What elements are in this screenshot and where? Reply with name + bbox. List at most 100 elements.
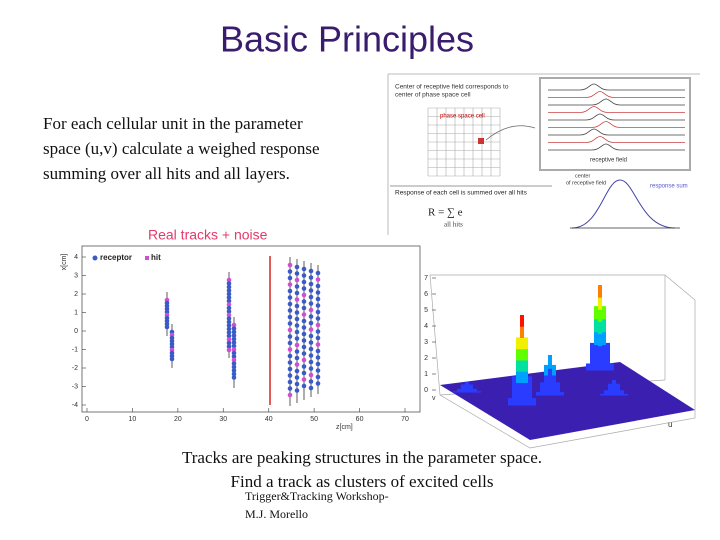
- x-tick-label: 50: [310, 416, 318, 423]
- bar: [604, 390, 608, 396]
- receptor: [315, 277, 321, 282]
- x-label: z[cm]: [336, 424, 353, 431]
- bar: [524, 337, 528, 350]
- receptor: [301, 351, 307, 356]
- receptor: [231, 322, 237, 328]
- receptor: [231, 340, 237, 345]
- bar: [520, 393, 524, 406]
- bar: [473, 388, 477, 393]
- receptor: [287, 327, 293, 333]
- x-tick-label: 20: [174, 416, 182, 423]
- receptor: [315, 348, 321, 354]
- receptor: [226, 302, 232, 307]
- receptor: [287, 308, 293, 313]
- receptor: [308, 372, 314, 378]
- receptor: [231, 333, 237, 338]
- peaks: [453, 285, 628, 406]
- bar: [453, 391, 457, 393]
- receptor: [294, 336, 300, 341]
- receptor: [294, 375, 300, 380]
- title: Basic Principles: [220, 19, 474, 60]
- x-tick-label: 10: [129, 416, 137, 423]
- bar: [594, 331, 598, 345]
- y-tick-label: -1: [72, 346, 78, 353]
- receptor: [287, 301, 293, 307]
- receptor: [231, 361, 237, 366]
- receptor: [231, 375, 237, 380]
- plot-3d: 0 1 2 3 4 5 6 7 u v: [424, 274, 696, 449]
- label: response sum: [650, 184, 688, 190]
- footer-line: Trigger&Tracking Workshop-: [245, 489, 389, 503]
- bar: [524, 348, 528, 361]
- receptor: [308, 359, 314, 365]
- bar: [556, 382, 560, 396]
- plot-2d: Real tracks + noise x[cm] z[cm] receptor…: [61, 227, 421, 431]
- legend-label: receptor: [100, 253, 132, 262]
- receptor: [287, 340, 293, 346]
- z-tick-label: 4: [424, 323, 428, 330]
- z-tick-label: 0: [424, 387, 428, 394]
- bar: [469, 384, 473, 393]
- bar: [590, 356, 594, 371]
- y-tick-label: -2: [72, 365, 78, 372]
- cell-grid: [427, 107, 501, 177]
- bar: [532, 398, 536, 406]
- receptor: [301, 338, 307, 343]
- bar: [516, 393, 520, 406]
- receptor: [294, 388, 300, 393]
- receptor: [164, 324, 170, 330]
- tracks: [164, 256, 321, 406]
- receptor: [287, 353, 293, 359]
- receptor: [308, 340, 314, 345]
- curve: [548, 91, 685, 98]
- receptor: [231, 354, 237, 359]
- curve: [548, 136, 685, 143]
- receptor: [294, 284, 300, 289]
- receptor: [287, 295, 293, 300]
- receptor: [315, 270, 321, 276]
- z-tick-label: 1: [424, 371, 428, 378]
- floor: [440, 362, 695, 440]
- x-tick-label: 0: [85, 416, 89, 423]
- receptor: [231, 347, 237, 352]
- panel: [539, 77, 691, 171]
- bar: [536, 391, 540, 396]
- caption-line: Tracks are peaking structures in the par…: [182, 448, 542, 467]
- label: center: [575, 173, 590, 179]
- note: Center of receptive field corresponds to: [395, 84, 509, 91]
- receptor: [315, 309, 321, 315]
- receptor: [301, 370, 307, 376]
- receptor: [308, 268, 314, 274]
- receptor: [287, 360, 293, 365]
- curve: [571, 179, 676, 229]
- receptor: [294, 381, 300, 387]
- receptor: [226, 284, 232, 290]
- note: center of phase space cell: [395, 92, 471, 99]
- z-tick-label: 5: [424, 307, 428, 314]
- bar: [461, 384, 465, 393]
- receptor: [294, 264, 300, 270]
- bar: [598, 297, 602, 310]
- receptor: [226, 330, 232, 335]
- receptor: [226, 344, 232, 349]
- receptor: [226, 333, 232, 339]
- receptor: [308, 327, 314, 332]
- receptor: [231, 357, 237, 363]
- receptor: [308, 353, 314, 358]
- receptor: [308, 307, 314, 313]
- curve: [548, 98, 685, 106]
- receptor: [287, 288, 293, 294]
- receptor: [294, 329, 300, 335]
- receptor: [287, 366, 293, 372]
- bar: [516, 371, 520, 383]
- receptor: [301, 292, 307, 298]
- receptor: [226, 337, 232, 342]
- receptor: [287, 386, 293, 391]
- receptor: [294, 342, 300, 348]
- receptor: [294, 323, 300, 328]
- receptor: [315, 342, 321, 347]
- receptor: [226, 291, 232, 297]
- receptor: [308, 346, 314, 352]
- curve: [548, 106, 685, 113]
- y-tick-label: 4: [74, 254, 78, 261]
